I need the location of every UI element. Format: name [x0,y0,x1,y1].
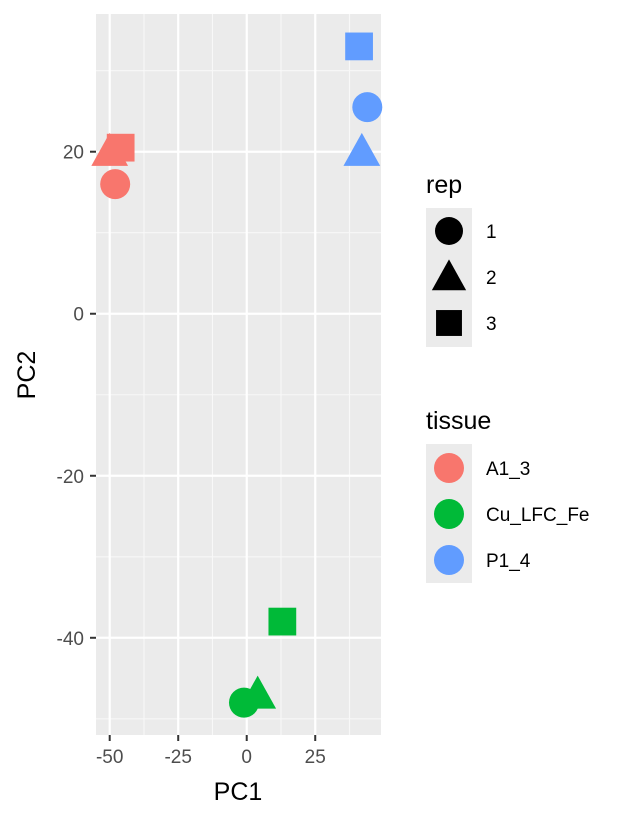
data-point [106,133,135,162]
legend-rep-label: 3 [486,314,497,335]
data-points [91,32,383,718]
legend-tissue-key-A1_3 [434,453,464,483]
y-tick-label: 0 [73,305,84,326]
data-point [345,32,373,61]
legend-rep-key-3 [436,310,462,336]
legend-rep-label: 2 [486,268,497,289]
plot-panel [96,14,381,735]
x-tick-label: -50 [96,747,123,768]
x-tick-label: -25 [164,747,191,768]
minor-gridlines [96,14,381,735]
data-point [100,169,131,200]
legend-tissue-label: A1_3 [486,459,530,480]
legend-rep-key-1 [435,217,463,245]
legend-rep-title: rep [426,171,462,199]
legend-rep: rep 1 2 3 [426,171,497,347]
x-axis: -50 -25 0 25 [96,735,326,768]
legend-tissue-title: tissue [426,407,491,435]
legend-rep-key-2 [431,259,467,291]
major-gridlines [96,14,381,735]
y-axis-title: PC2 [13,351,41,400]
x-axis-title: PC1 [214,778,263,806]
legend-tissue-label: Cu_LFC_Fe [486,505,590,526]
x-tick-label: 0 [241,747,252,768]
data-point [343,132,381,166]
legend-tissue-key-Cu_LFC_Fe [434,499,464,529]
y-tick-label: -40 [57,629,84,650]
data-point [239,675,277,709]
y-tick-label: -20 [57,467,84,488]
legend-tissue-key-P1_4 [434,545,464,575]
legend-tissue-label: P1_4 [486,551,531,572]
legend-rep-label: 1 [486,222,497,243]
data-point [268,607,297,636]
y-tick-label: 20 [63,143,84,164]
x-tick-label: 25 [305,747,326,768]
legend-tissue: tissue A1_3 Cu_LFC_Fe P1_4 [426,407,590,583]
y-axis: -40 -20 0 20 [57,143,96,650]
data-point [352,92,383,123]
